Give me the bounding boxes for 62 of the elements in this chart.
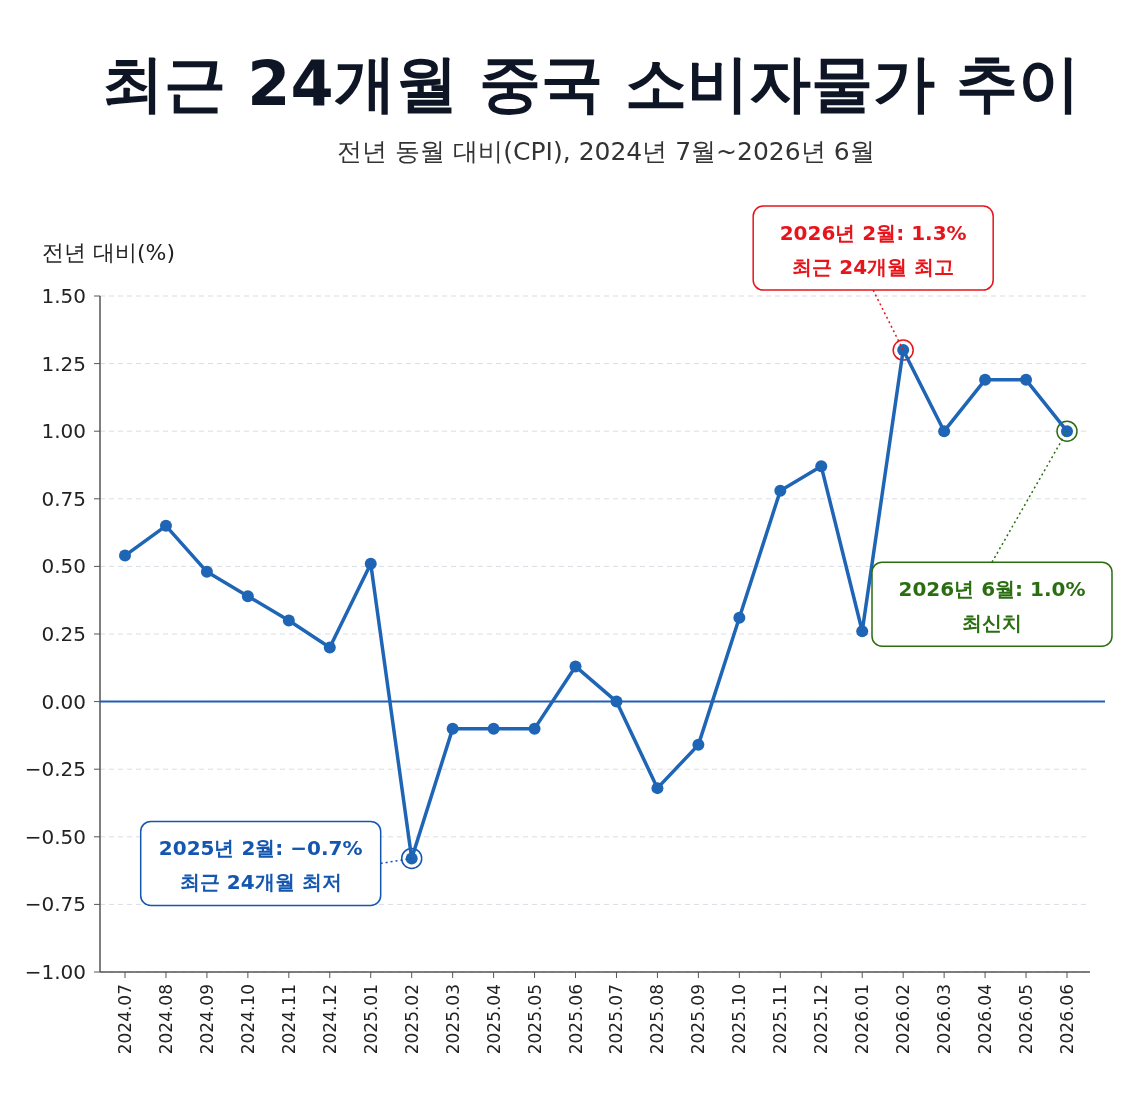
x-tick-label: 2025.04 [483, 984, 504, 1055]
point [733, 611, 746, 624]
x-tick-label: 2025.01 [360, 984, 381, 1055]
point [159, 519, 172, 532]
x-tick-label: 2024.07 [115, 984, 135, 1055]
point [487, 722, 500, 735]
x-tick-label: 2024.11 [278, 984, 299, 1055]
x-tick-label: 2026.03 [934, 984, 955, 1055]
point [569, 660, 582, 673]
x-tick-label: 2026.01 [852, 984, 873, 1055]
x-tick-label: 2024.12 [319, 984, 340, 1055]
point [119, 549, 131, 562]
point [979, 373, 992, 386]
annotation: 2025년 2월: −0.7% 최근 24개월 최저 [158, 836, 363, 895]
point [241, 590, 254, 603]
x-tick-label: 2025.09 [688, 984, 709, 1055]
point [692, 738, 705, 751]
point [774, 484, 787, 497]
x-tick-label: 2025.02 [401, 984, 422, 1055]
y-axis-title: 전년 대비(%) [42, 240, 176, 265]
y-tick-label: −0.75 [24, 892, 86, 917]
y-tick-label: −0.50 [24, 824, 86, 849]
point [446, 722, 459, 735]
y-tick-label: 1.25 [41, 351, 86, 376]
annotation: 2026년 2월: 1.3% 최근 24개월 최고 [779, 221, 967, 280]
point [323, 641, 336, 654]
x-tick-label: 2025.12 [811, 984, 832, 1055]
y-tick-label: −1.00 [24, 960, 86, 984]
point [1020, 373, 1033, 386]
point [815, 460, 828, 473]
x-tick-label: 2025.03 [442, 984, 463, 1055]
x-tick-label: 2026.05 [1016, 984, 1037, 1055]
x-tick-label: 2024.08 [155, 984, 176, 1055]
x-tick-label: 2026.04 [975, 984, 996, 1055]
x-tick-label: 2024.10 [237, 984, 258, 1055]
y-tick-label: 1.00 [41, 419, 86, 444]
x-tick-label: 2025.05 [524, 984, 545, 1055]
x-tick-label: 2025.10 [729, 984, 750, 1055]
x-tick-label: 2025.07 [606, 984, 627, 1055]
y-tick-label: 1.50 [41, 284, 86, 308]
x-tick-label: 2026.02 [893, 984, 914, 1055]
point [528, 722, 541, 735]
chart-subtitle: 전년 동월 대비(CPI), 2024년 7월~2026년 6월 [337, 137, 875, 166]
point [610, 695, 623, 708]
y-tick-label: 0.50 [41, 554, 86, 579]
x-tick-label: 2026.06 [1057, 984, 1077, 1055]
point [651, 782, 664, 795]
y-tick-label: 0.75 [41, 486, 86, 511]
point [938, 425, 951, 438]
y-tick-label: −0.25 [24, 757, 86, 782]
point [200, 565, 213, 578]
point [282, 614, 295, 627]
x-tick-label: 2025.08 [647, 984, 668, 1055]
x-tick-label: 2025.06 [565, 984, 586, 1055]
chart-title: 최근 24개월 중국 소비자물가 추이 [101, 47, 1081, 120]
x-tick-label: 2025.11 [770, 984, 791, 1055]
annotation: 2026년 6월: 1.0% 최신치 [898, 577, 1086, 636]
point [856, 625, 869, 638]
y-tick-label: 0.00 [41, 689, 86, 714]
point [364, 557, 377, 570]
x-tick-label: 2024.09 [196, 984, 217, 1055]
y-tick-label: 0.25 [41, 622, 86, 646]
